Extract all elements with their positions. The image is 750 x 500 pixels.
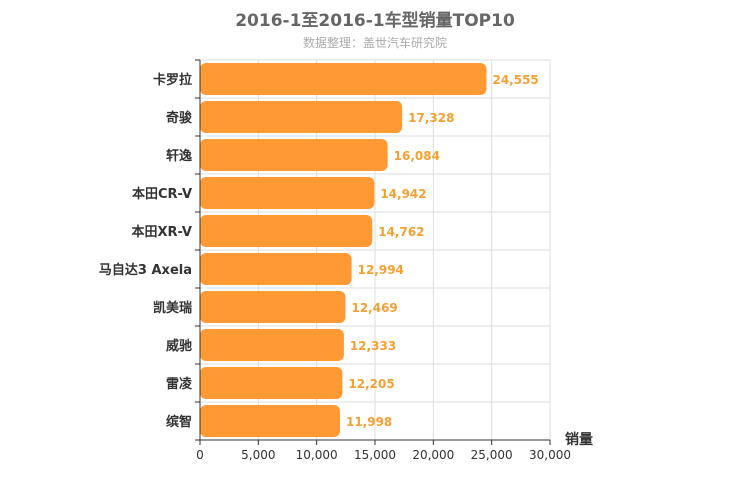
x-tick-label: 20,000 — [412, 448, 454, 462]
data-label: 14,942 — [380, 187, 426, 201]
category-label: 缤智 — [166, 414, 192, 430]
category-label: 轩逸 — [166, 148, 192, 164]
labels: 0 5,000 10,000 15,000 20,000 25,000 30,000 卡罗拉 2… — [99, 72, 571, 462]
data-label: 24,555 — [492, 73, 538, 87]
axes — [195, 59, 551, 445]
data-label: 12,994 — [358, 263, 404, 277]
x-tick-label: 0 — [196, 448, 204, 462]
data-label: 12,469 — [351, 301, 397, 315]
category-label: 马自达3 Axela — [99, 262, 192, 278]
x-tick-label: 15,000 — [354, 448, 396, 462]
bar[interactable] — [200, 177, 375, 209]
bar[interactable] — [200, 405, 340, 437]
bar[interactable] — [200, 253, 352, 285]
data-label: 12,205 — [348, 377, 394, 391]
chart-title: 2016-1至2016-1车型销量TOP10 — [235, 11, 515, 31]
x-axis-title: 销量 — [565, 431, 593, 448]
x-tick-label: 10,000 — [296, 448, 338, 462]
bar[interactable] — [200, 367, 343, 399]
category-label: 凯美瑞 — [153, 300, 192, 316]
x-tick-label: 25,000 — [471, 448, 513, 462]
bar[interactable] — [200, 291, 346, 323]
data-label: 14,762 — [378, 225, 424, 239]
data-label: 11,998 — [346, 415, 392, 429]
bar[interactable] — [200, 139, 388, 171]
x-tick-label: 30,000 — [529, 448, 571, 462]
category-label: 威驰 — [166, 338, 192, 354]
data-label: 16,084 — [394, 149, 440, 163]
bars — [200, 63, 487, 437]
category-label: 奇骏 — [166, 110, 193, 126]
category-label: 雷凌 — [166, 376, 193, 392]
category-label: 本田XR-V — [131, 224, 192, 240]
data-label: 12,333 — [350, 339, 396, 353]
x-tick-label: 5,000 — [241, 448, 275, 462]
bar[interactable] — [200, 63, 487, 95]
bar[interactable] — [200, 329, 344, 361]
chart-subtitle: 数据整理：盖世汽车研究院 — [302, 36, 447, 50]
bar[interactable] — [200, 101, 403, 133]
category-label: 卡罗拉 — [153, 72, 192, 88]
category-label: 本田CR-V — [132, 186, 192, 202]
bar[interactable] — [200, 215, 373, 247]
data-label: 17,328 — [408, 111, 454, 125]
